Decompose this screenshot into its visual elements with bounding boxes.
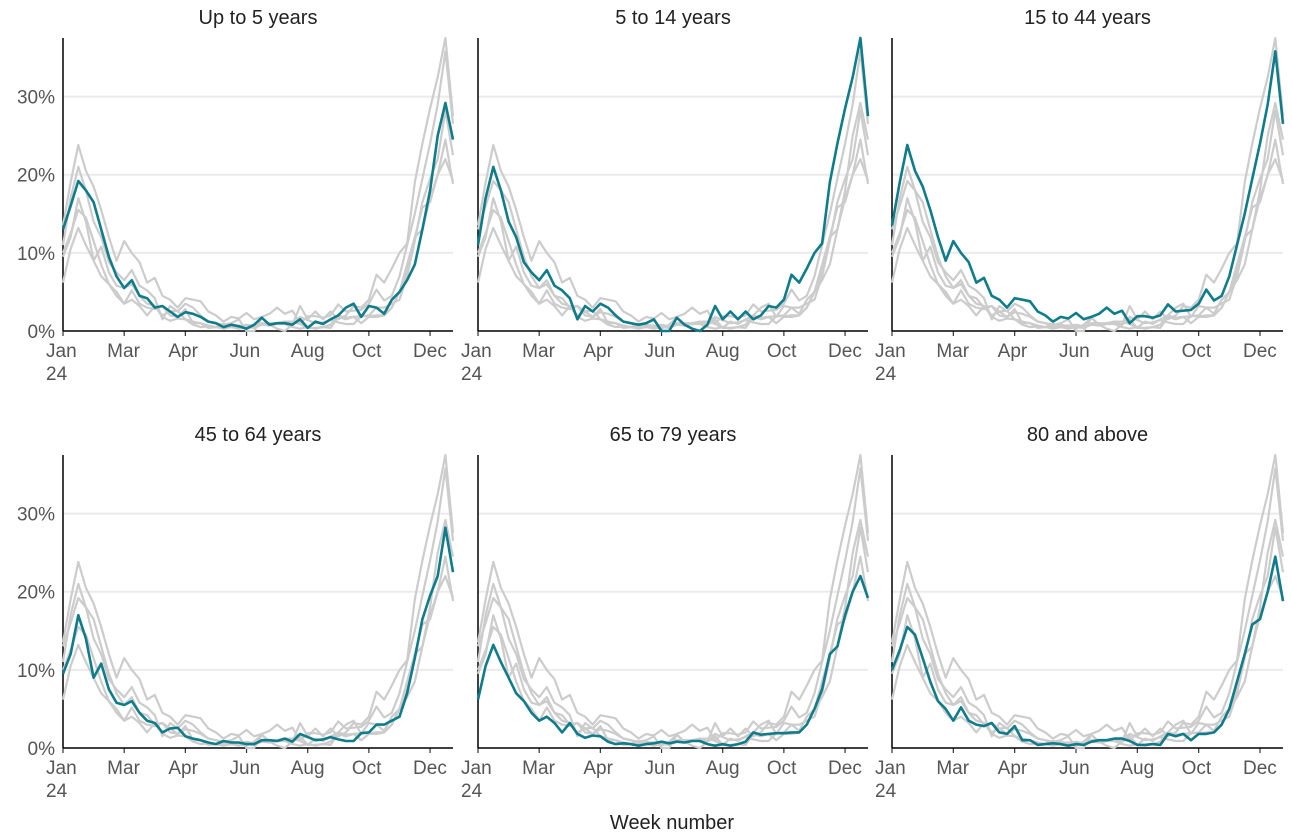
y-tick-label: 10% xyxy=(17,244,55,265)
highlight-line xyxy=(476,574,870,747)
x-tick-label: Mar xyxy=(522,341,555,362)
other-line xyxy=(890,109,1285,329)
y-tick-label: 20% xyxy=(17,583,55,604)
other-line xyxy=(890,518,1285,747)
other-line xyxy=(890,526,1285,746)
x-tick-label: Oct xyxy=(351,758,382,779)
y-tick-label: 0% xyxy=(28,322,56,343)
panel-title: Up to 5 years xyxy=(199,7,318,29)
other-line xyxy=(61,50,455,325)
x-axis-title: Week number xyxy=(610,812,734,834)
x-tick-label: Jan 24 xyxy=(46,758,77,802)
x-tick-label: Jun xyxy=(644,341,676,362)
x-tick-label: Jan 24 xyxy=(46,341,77,385)
x-tick-label: Aug xyxy=(705,758,740,779)
other-line xyxy=(890,138,1285,330)
panel-title: 65 to 79 years xyxy=(610,424,737,446)
x-tick-label: Dec xyxy=(413,341,447,362)
x-tick-label: Oct xyxy=(766,341,797,362)
x-tick-label: Jun xyxy=(229,341,261,362)
x-tick-label: Jan 24 xyxy=(875,758,906,802)
x-tick-label: Jun xyxy=(1059,758,1090,779)
other-line xyxy=(61,467,455,742)
x-tick-label: Dec xyxy=(1243,341,1277,362)
other-line xyxy=(61,109,455,329)
x-tick-label: Oct xyxy=(766,758,797,779)
y-tick-label: 30% xyxy=(17,505,55,526)
other-line xyxy=(890,467,1285,742)
x-tick-label: Mar xyxy=(936,341,970,362)
other-line xyxy=(476,101,870,330)
x-tick-label: Jun xyxy=(229,758,261,779)
highlight-line xyxy=(476,36,870,333)
x-tick-label: Mar xyxy=(107,758,140,779)
x-tick-label: Apr xyxy=(997,341,1028,362)
y-tick-label: 30% xyxy=(17,88,55,109)
other-line xyxy=(476,467,870,742)
x-tick-label: Apr xyxy=(583,341,613,362)
x-tick-label: Aug xyxy=(705,341,740,362)
other-line xyxy=(61,555,455,747)
other-line xyxy=(476,138,870,330)
y-tick-label: 0% xyxy=(28,739,56,760)
y-tick-label: 10% xyxy=(17,661,55,682)
x-tick-label: Apr xyxy=(997,758,1028,779)
x-tick-label: Jun xyxy=(644,758,676,779)
x-tick-label: Oct xyxy=(1181,341,1212,362)
other-line xyxy=(890,101,1285,330)
x-tick-label: Aug xyxy=(1120,341,1155,362)
x-tick-label: Dec xyxy=(413,758,447,779)
x-tick-label: Dec xyxy=(828,341,862,362)
panel-title: 45 to 64 years xyxy=(195,424,322,446)
x-tick-label: Apr xyxy=(583,758,613,779)
x-tick-label: Apr xyxy=(168,758,198,779)
x-tick-label: Apr xyxy=(168,341,198,362)
highlight-line xyxy=(61,101,455,330)
x-tick-label: Aug xyxy=(1120,758,1155,779)
x-tick-label: Mar xyxy=(522,758,555,779)
highlight-line xyxy=(890,50,1285,325)
other-line xyxy=(61,518,455,747)
other-line xyxy=(476,50,870,325)
x-tick-label: Jan 24 xyxy=(461,341,492,385)
panel-title: 15 to 44 years xyxy=(1024,7,1151,29)
x-tick-label: Oct xyxy=(1181,758,1212,779)
x-tick-label: Mar xyxy=(107,341,140,362)
x-tick-label: Mar xyxy=(936,758,970,779)
x-tick-label: Aug xyxy=(290,341,325,362)
x-tick-label: Jun xyxy=(1059,341,1090,362)
highlight-line xyxy=(890,555,1285,747)
x-tick-label: Jan 24 xyxy=(461,758,492,802)
x-tick-label: Dec xyxy=(828,758,862,779)
panel-title: 5 to 14 years xyxy=(615,7,731,29)
panel-title: 80 and above xyxy=(1027,424,1148,446)
x-tick-label: Dec xyxy=(1243,758,1277,779)
other-line xyxy=(476,109,870,329)
x-tick-label: Jan 24 xyxy=(875,341,906,385)
y-tick-label: 20% xyxy=(17,166,55,187)
highlight-line xyxy=(61,526,455,746)
other-line xyxy=(61,138,455,330)
other-line xyxy=(476,526,870,746)
x-tick-label: Oct xyxy=(351,341,382,362)
other-line xyxy=(476,518,870,747)
x-tick-label: Aug xyxy=(290,758,325,779)
